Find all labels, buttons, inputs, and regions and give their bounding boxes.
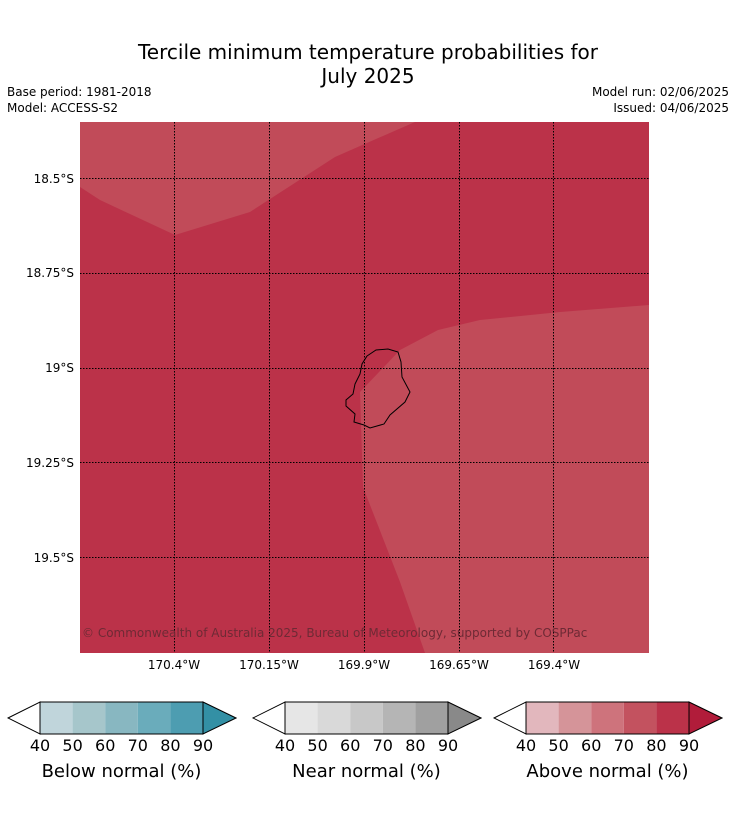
graticule	[80, 122, 649, 653]
base-period: Base period: 1981-2018	[7, 85, 152, 99]
colorbar-segment	[105, 702, 138, 734]
x-tick-label: 170.4°W	[147, 658, 201, 672]
colorbar-label: Near normal (%)	[292, 761, 441, 782]
meta-right: Model run: 02/06/2025 Issued: 04/06/2025	[592, 84, 729, 116]
colorbar-label: Below normal (%)	[41, 761, 202, 782]
x-tick-label: 169.9°W	[337, 658, 391, 672]
colorbar-segment	[623, 702, 657, 734]
island-coastline	[345, 348, 411, 429]
colorbar-tick-label: 50	[307, 736, 327, 755]
y-tick-label: 19.25°S	[26, 456, 74, 470]
colorbar-tick-label: 70	[614, 736, 634, 755]
colorbar-tick-label: 60	[95, 736, 115, 755]
x-tick-label: 169.65°W	[429, 658, 489, 672]
colorbar-over-arrow	[688, 701, 723, 735]
y-tick-label: 19°S	[45, 361, 74, 375]
colorbar-segment	[170, 702, 203, 734]
colorbar-segment	[137, 702, 171, 734]
y-tick-label: 18.5°S	[33, 172, 74, 186]
meta-left: Base period: 1981-2018 Model: ACCESS-S2	[7, 84, 152, 116]
colorbar-tick-label: 60	[581, 736, 601, 755]
colorbar-tick-label: 80	[646, 736, 666, 755]
colorbar-segment	[415, 702, 448, 734]
model-name: Model: ACCESS-S2	[7, 101, 119, 115]
x-tick-label: 169.4°W	[527, 658, 581, 672]
colorbar-tick-label: 80	[405, 736, 425, 755]
colorbar-segment	[382, 702, 416, 734]
model-run: Model run: 02/06/2025	[591, 85, 729, 99]
colorbar-segment	[558, 702, 592, 734]
colorbar: 40 50 60 70 80 90	[7, 701, 237, 755]
colorbar-under-arrow	[7, 701, 41, 735]
colorbar-tick-label: 40	[516, 736, 536, 755]
map-region-70-80-north	[80, 122, 415, 235]
colorbar-label: Above normal (%)	[526, 761, 689, 782]
colorbar: 40 50 60 70 80 90	[493, 701, 723, 755]
colorbar-tick-label: 90	[679, 736, 699, 755]
copyright-note: © Commonwealth of Australia 2025, Bureau…	[82, 626, 587, 640]
colorbar-tick-label: 50	[548, 736, 568, 755]
map-region-70-80-east	[360, 305, 649, 653]
colorbar-tick-label: 80	[160, 736, 180, 755]
colorbar: 40 50 60 70 80 90	[252, 701, 482, 755]
colorbar-tick-label: 40	[275, 736, 295, 755]
colorbar-tick-label: 70	[128, 736, 148, 755]
chart-title-line2: July 2025	[321, 64, 415, 88]
colorbar-tick-label: 40	[30, 736, 50, 755]
chart-title-line1: Tercile minimum temperature probabilitie…	[137, 40, 599, 64]
probability-map: © Commonwealth of Australia 2025, Bureau…	[80, 122, 649, 653]
colorbar-segment	[350, 702, 383, 734]
colorbar-segment	[526, 702, 559, 734]
colorbar-over-arrow	[202, 701, 237, 735]
colorbar-segment	[40, 702, 73, 734]
y-tick-label: 19.5°S	[33, 551, 74, 565]
colorbar-tick-label: 60	[340, 736, 360, 755]
colorbar-tick-label: 50	[62, 736, 82, 755]
colorbar-tick-label: 70	[373, 736, 393, 755]
colorbar-segment	[72, 702, 106, 734]
colorbar-tick-label: 90	[438, 736, 458, 755]
colorbar-over-arrow	[447, 701, 482, 735]
colorbar-under-arrow	[493, 701, 527, 735]
colorbar-segment	[285, 702, 318, 734]
y-tick-label: 18.75°S	[26, 266, 74, 280]
colorbar-segment	[317, 702, 351, 734]
colorbar-segment	[656, 702, 689, 734]
colorbar-segment	[591, 702, 624, 734]
colorbar-under-arrow	[252, 701, 286, 735]
colorbar-tick-label: 90	[193, 736, 213, 755]
issued-date: Issued: 04/06/2025	[613, 101, 729, 115]
x-tick-label: 170.15°W	[239, 658, 299, 672]
